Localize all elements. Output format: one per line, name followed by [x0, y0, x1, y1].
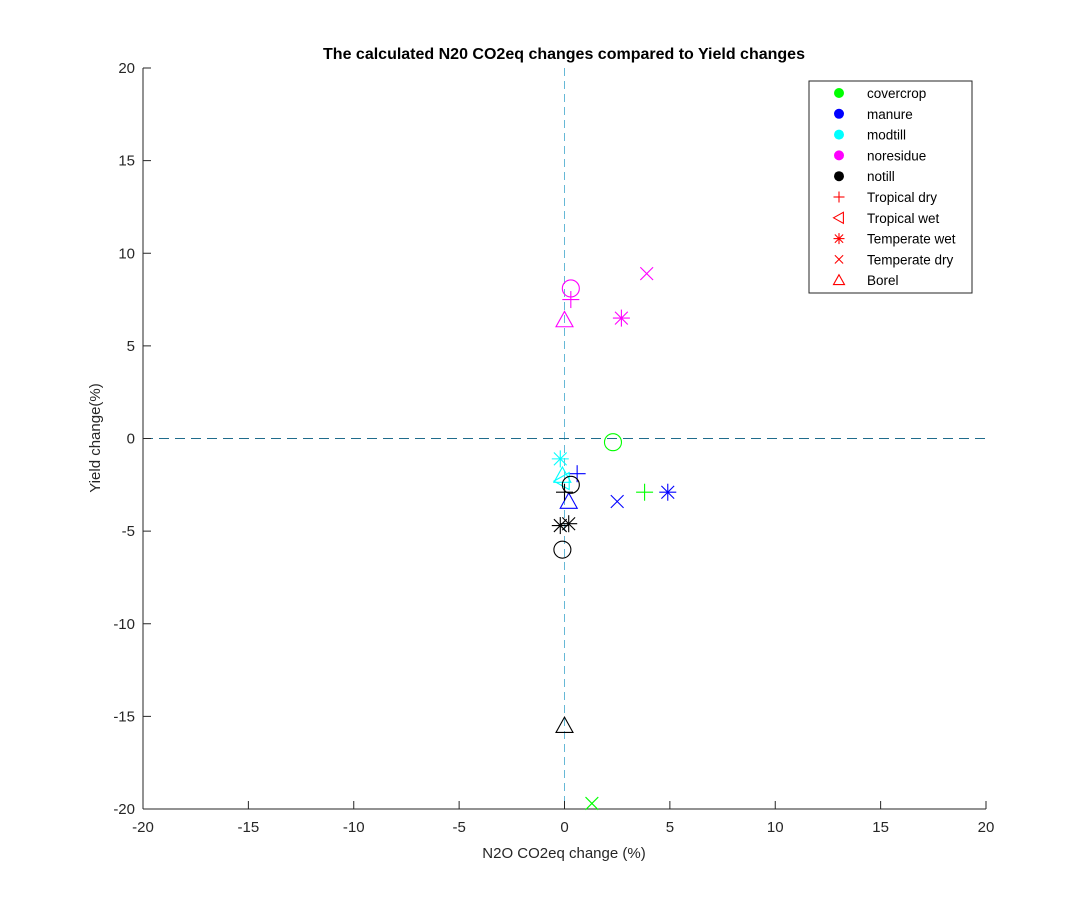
legend-marker-triangle-up [832, 273, 846, 286]
legend-label: notill [867, 169, 895, 184]
x-tick-label: -15 [238, 819, 260, 836]
legend-marker-dot [834, 129, 844, 140]
data-point-circle [561, 475, 580, 494]
y-tick-label: 20 [118, 60, 135, 77]
x-tick-label: 20 [978, 819, 995, 836]
legend-label: Temperate dry [867, 252, 954, 267]
legend-label: Tropical wet [867, 211, 940, 226]
y-tick-label: 10 [118, 245, 135, 262]
legend-marker-dot [834, 108, 844, 119]
legend-label: Temperate wet [867, 232, 956, 247]
legend-marker-dot [834, 150, 844, 161]
legend-marker-dot [834, 88, 844, 98]
y-tick-label: -5 [122, 523, 135, 540]
data-point-plus [562, 291, 580, 309]
x-tick-label: -10 [343, 819, 365, 836]
data-point-plus [556, 483, 573, 501]
y-tick-label: 15 [118, 153, 135, 170]
legend-label: Borel [867, 273, 899, 288]
y-tick-label: 5 [127, 338, 135, 355]
legend: covercrop manure modtill noresidue notill Tro… [808, 80, 973, 294]
x-tick-label: 0 [560, 819, 568, 836]
data-point-plus [636, 483, 654, 501]
legend-marker-x [834, 254, 844, 264]
data-point-triangle-up [555, 716, 574, 733]
legend-marker-dot [834, 171, 844, 182]
data-point-circle [603, 433, 623, 452]
x-tick-label: -5 [452, 819, 465, 836]
legend-label: covercrop [867, 86, 926, 101]
legend-label: modtill [867, 128, 906, 143]
data-point-x [639, 266, 654, 281]
y-tick-label: 0 [127, 431, 135, 448]
legend-marker-asterisk [833, 233, 845, 245]
y-tick-label: -20 [113, 801, 135, 818]
data-point-asterisk [560, 515, 578, 533]
data-point-asterisk [551, 517, 569, 535]
legend-label: noresidue [867, 148, 926, 163]
data-point-asterisk [612, 309, 630, 327]
data-point-triangle-up [555, 310, 574, 328]
data-point-circle [553, 540, 572, 559]
y-tick-label: -10 [113, 616, 135, 633]
x-tick-label: 10 [767, 819, 784, 836]
x-axis-label: N2O CO2eq change (%) [482, 845, 645, 862]
x-tick-label: 5 [666, 819, 674, 836]
x-tick-label: 15 [872, 819, 889, 836]
legend-marker-plus [833, 191, 845, 203]
legend-label: Tropical dry [867, 190, 937, 205]
y-axis-label: Yield change(%) [87, 383, 104, 493]
chart-title: The calculated N20 CO2eq changes compare… [323, 46, 805, 63]
data-point-x [610, 494, 624, 509]
data-point-triangle-left [552, 471, 570, 491]
x-tick-label: -20 [132, 819, 154, 836]
data-point-x [585, 796, 599, 811]
data-point-asterisk [551, 450, 569, 468]
legend-label: manure [867, 107, 913, 122]
legend-marker-triangle-left [832, 211, 844, 225]
y-tick-label: -15 [113, 708, 135, 725]
data-point-asterisk [659, 483, 677, 501]
